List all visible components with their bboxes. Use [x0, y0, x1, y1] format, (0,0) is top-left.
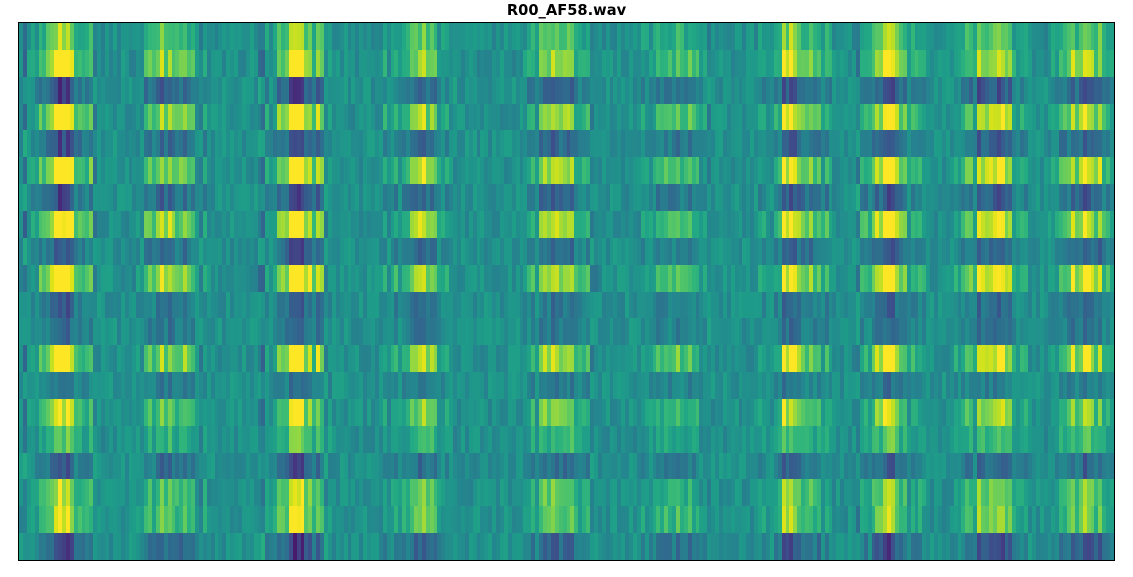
chart-title: R00_AF58.wav: [0, 2, 1133, 19]
heatmap-axes: [18, 22, 1115, 561]
figure: R00_AF58.wav: [0, 0, 1133, 577]
heatmap-canvas: [19, 23, 1114, 560]
